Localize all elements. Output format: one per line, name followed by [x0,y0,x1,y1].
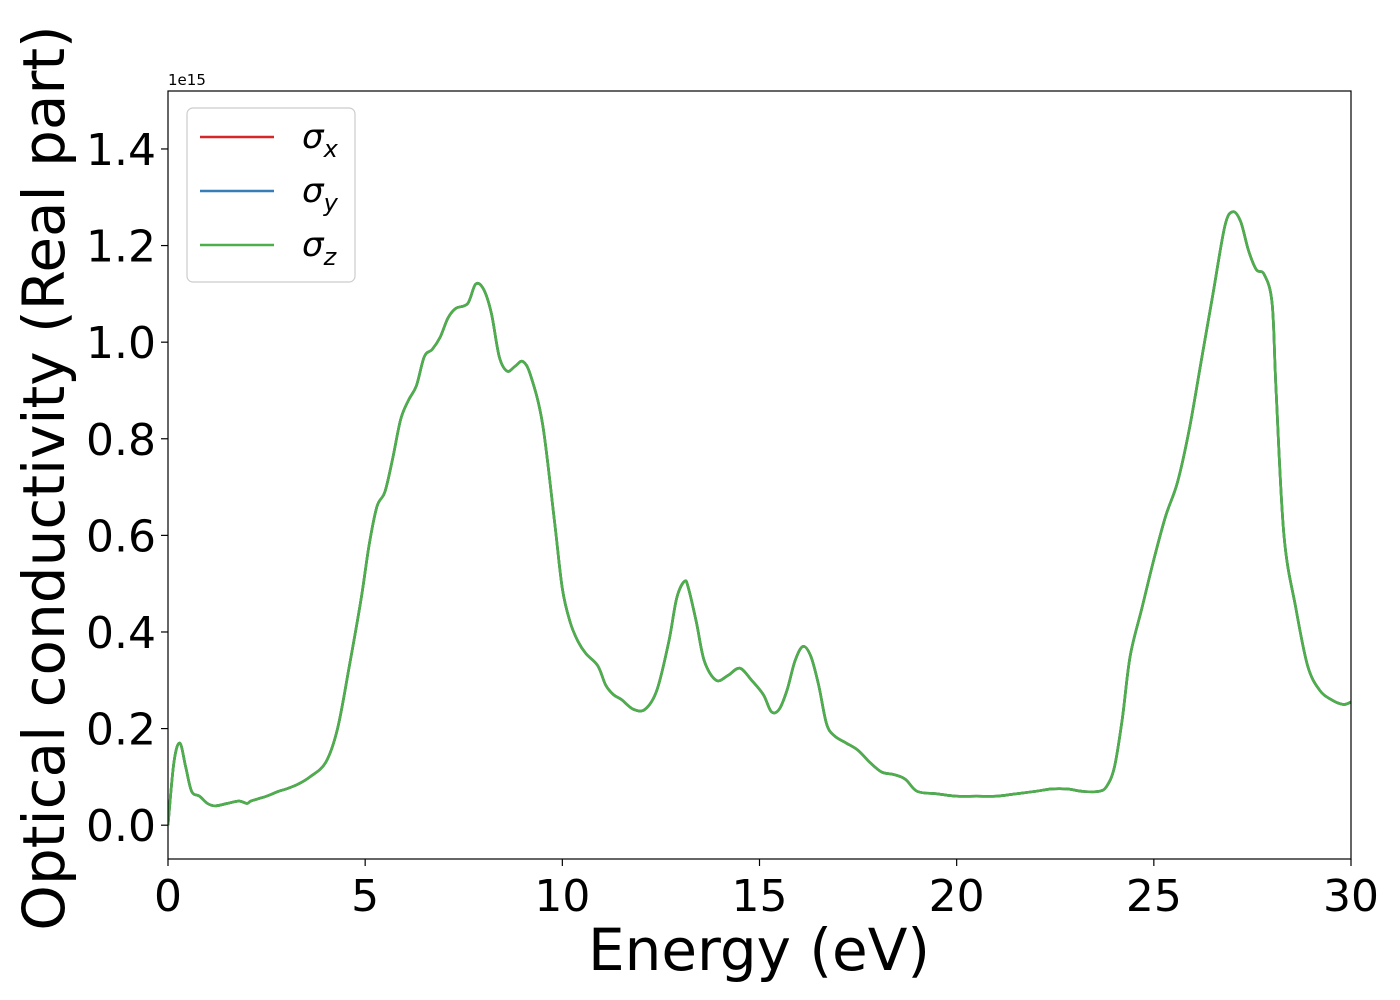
x-tick-label: 30 [1323,871,1379,922]
legend-label-z: σz [302,225,338,271]
y-offset-label: 1e15 [168,71,206,89]
y-tick-label: 1.0 [86,318,156,369]
y-tick-label: 0.6 [86,511,156,562]
legend: σx σy σz [186,107,356,283]
y-tick-label: 0.0 [86,801,156,852]
x-tick-label: 25 [1126,871,1182,922]
y-tick-label: 1.2 [86,222,156,273]
y-tick-label: 0.8 [86,415,156,466]
y-tick-label: 0.4 [86,608,156,659]
x-tick-label: 0 [154,871,182,922]
x-axis-ticks: 0 5 10 15 20 25 30 [154,859,1379,922]
legend-frame [186,107,356,283]
y-axis-title: Optical conductivity (Real part) [10,25,78,930]
series-group [168,210,1351,826]
y-tick-label: 0.2 [86,705,156,756]
y-tick-label: 1.4 [86,125,156,176]
x-tick-label: 20 [929,871,985,922]
plot-area [167,90,1352,860]
x-axis-title: Energy (eV) [588,916,930,984]
x-tick-label: 10 [534,871,590,922]
y-axis-ticks: 0.0 0.2 0.4 0.6 0.8 1.0 1.2 1.4 [86,125,168,852]
legend-label-y: σy [302,171,339,217]
series-line-z [168,210,1351,826]
legend-label-x: σx [302,117,339,163]
x-tick-label: 15 [732,871,788,922]
x-tick-label: 5 [351,871,379,922]
